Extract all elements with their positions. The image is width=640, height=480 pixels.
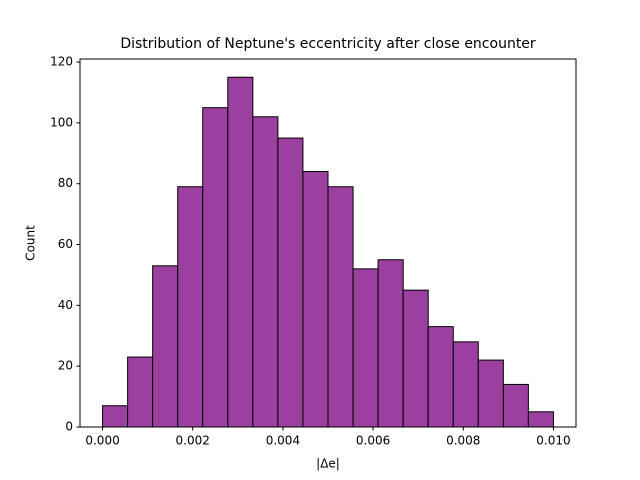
x-tick-label: 0.010 <box>536 434 570 448</box>
y-tick-label: 60 <box>58 237 73 251</box>
bar <box>377 259 404 428</box>
bar <box>177 186 204 428</box>
bar <box>152 265 179 428</box>
y-tick-label: 100 <box>50 115 73 129</box>
bar <box>452 341 479 428</box>
bar <box>302 171 329 428</box>
bar <box>277 137 304 428</box>
x-tick-label: 0.000 <box>85 434 119 448</box>
y-tick-label: 120 <box>50 55 73 69</box>
bar <box>352 268 379 428</box>
bar <box>327 186 354 428</box>
y-tick-label: 40 <box>58 298 73 312</box>
y-tick-label: 0 <box>65 420 73 434</box>
bar <box>427 326 454 428</box>
bar <box>527 411 554 428</box>
bar <box>227 76 254 428</box>
bar <box>477 359 504 428</box>
bar <box>127 356 154 428</box>
x-tick-label: 0.004 <box>266 434 300 448</box>
bar <box>252 116 279 428</box>
plot-frame <box>79 58 577 428</box>
bar <box>502 383 529 428</box>
y-tick-label: 80 <box>58 176 73 190</box>
bar <box>402 289 429 428</box>
chart-title: Distribution of Neptune's eccentricity a… <box>120 36 536 52</box>
bar <box>202 107 229 428</box>
bar <box>102 405 129 428</box>
y-tick-label: 20 <box>58 359 73 373</box>
x-axis-label: |Δe| <box>316 457 340 471</box>
x-tick-label: 0.008 <box>446 434 480 448</box>
y-axis-label: Count <box>24 225 38 261</box>
x-tick-label: 0.002 <box>176 434 210 448</box>
x-tick-label: 0.006 <box>356 434 390 448</box>
